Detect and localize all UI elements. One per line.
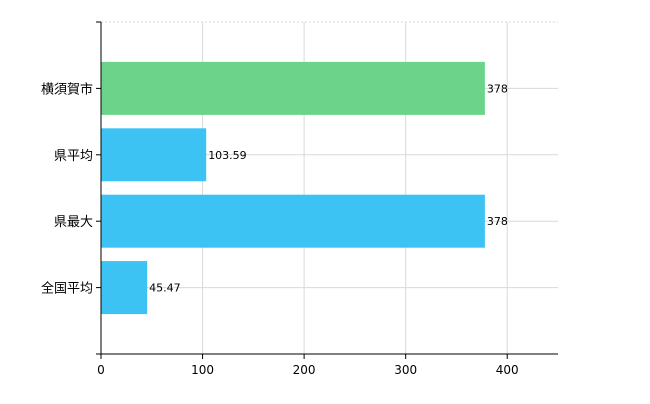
x-tick-label: 100 [191, 363, 214, 377]
bar-value-label: 103.59 [208, 149, 247, 162]
y-tick-label: 県平均 [54, 149, 93, 164]
x-tick-label: 300 [394, 363, 417, 377]
y-tick-label: 横須賀市 [41, 81, 93, 97]
x-tick-label: 0 [97, 363, 105, 377]
bar-value-label: 45.47 [149, 282, 181, 295]
bar [101, 194, 485, 248]
y-tick-label: 県最大 [54, 215, 93, 230]
bar [101, 261, 148, 315]
x-tick-label: 400 [496, 363, 519, 377]
axes [96, 21, 558, 359]
bar [101, 128, 207, 182]
bar-value-label: 378 [487, 215, 508, 228]
bar [101, 61, 485, 115]
bars [101, 61, 485, 315]
y-tick-label: 全国平均 [41, 281, 93, 297]
bar-value-label: 378 [487, 82, 508, 95]
x-tick-label: 200 [293, 363, 316, 377]
